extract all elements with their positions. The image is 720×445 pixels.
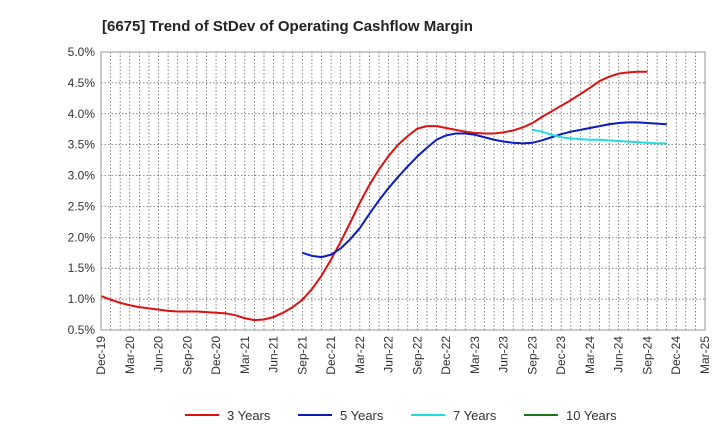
x-tick-label: Mar-25: [698, 336, 712, 374]
x-tick-label: Mar-24: [583, 336, 597, 374]
x-tick-label: Dec-19: [94, 336, 108, 375]
legend-item: 3 Years: [185, 408, 271, 423]
y-tick-label: 5.0%: [68, 45, 96, 59]
x-tick-label: Mar-22: [353, 336, 367, 374]
series-line-3-years: [100, 70, 648, 322]
x-tick-label: Sep-24: [640, 336, 654, 375]
x-tick-label: Sep-20: [180, 336, 194, 375]
x-tick-label: Dec-21: [324, 336, 338, 375]
plot-frame: [100, 51, 706, 331]
y-axis-ticks: 0.5% 1.0% 1.5% 2.0% 2.5% 3.0% 3.5% 4.0% 4.5% 5.0%: [68, 45, 96, 337]
y-tick-label: 1.5%: [68, 261, 96, 275]
legend-label: 3 Years: [227, 408, 271, 423]
y-tick-label: 0.5%: [68, 323, 96, 337]
legend: 3 Years 5 Years 7 Years 10 Years: [185, 408, 617, 423]
x-tick-label: Mar-21: [238, 336, 252, 374]
y-tick-label: 1.0%: [68, 292, 96, 306]
x-tick-label: Dec-24: [669, 336, 683, 375]
x-tick-label: Jun-22: [382, 336, 396, 373]
x-tick-label: Jun-23: [497, 336, 511, 373]
x-tick-label: Jun-24: [612, 336, 626, 373]
x-tick-label: Dec-23: [554, 336, 568, 375]
x-tick-label: Jun-21: [267, 336, 281, 373]
series-lines: [100, 70, 667, 322]
y-tick-label: 2.0%: [68, 230, 96, 244]
x-tick-label: Dec-22: [439, 336, 453, 375]
y-tick-label: 2.5%: [68, 199, 96, 213]
x-tick-label: Dec-20: [209, 336, 223, 375]
series-line-7-years: [532, 128, 667, 145]
x-tick-label: Sep-22: [410, 336, 424, 375]
y-tick-label: 4.0%: [68, 107, 96, 121]
legend-label: 7 Years: [453, 408, 497, 423]
legend-item: 5 Years: [298, 408, 384, 423]
grid: [100, 51, 706, 331]
legend-item: 10 Years: [524, 408, 617, 423]
x-axis-ticks: Dec-19 Mar-20 Jun-20 Sep-20 Dec-20 Mar-21 Jun-…: [94, 336, 712, 375]
chart-title: [6675] Trend of StDev of Operating Cashf…: [102, 18, 473, 35]
x-tick-label: Mar-20: [123, 336, 137, 374]
series-line-5-years: [302, 121, 667, 259]
legend-label: 10 Years: [566, 408, 617, 423]
x-tick-label: Sep-21: [295, 336, 309, 375]
y-tick-label: 4.5%: [68, 76, 96, 90]
x-tick-label: Sep-23: [525, 336, 539, 375]
legend-item: 7 Years: [411, 408, 497, 423]
x-tick-label: Mar-23: [468, 336, 482, 374]
x-tick-label: Jun-20: [152, 336, 166, 373]
legend-label: 5 Years: [340, 408, 384, 423]
y-tick-label: 3.0%: [68, 169, 96, 183]
y-tick-label: 3.5%: [68, 138, 96, 152]
